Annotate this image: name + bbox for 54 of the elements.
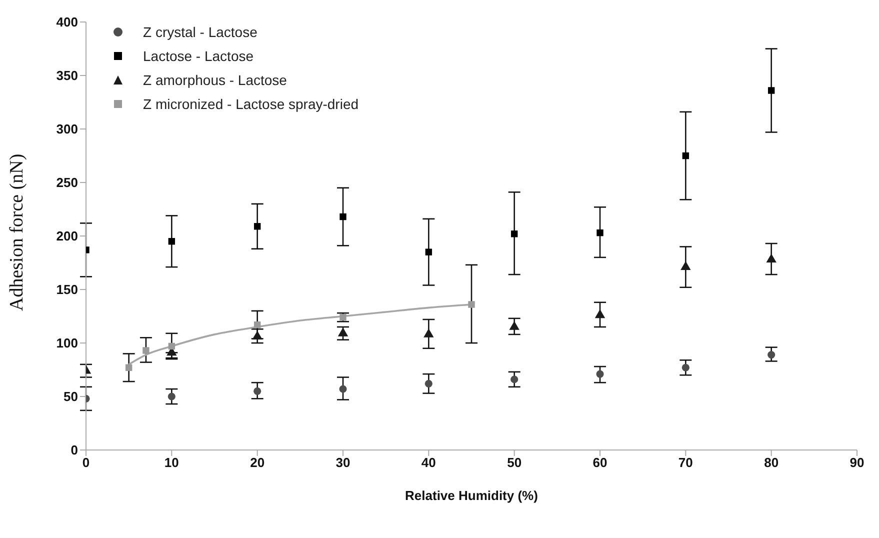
point bbox=[768, 87, 775, 94]
x-tick-label: 40 bbox=[421, 455, 436, 470]
x-tick-label: 60 bbox=[592, 455, 608, 470]
y-tick-label: 350 bbox=[56, 68, 78, 84]
point bbox=[768, 350, 776, 359]
x-tick-label: 10 bbox=[164, 455, 179, 470]
point bbox=[510, 230, 518, 238]
point bbox=[339, 385, 347, 393]
point bbox=[682, 152, 690, 160]
point bbox=[254, 223, 261, 230]
y-tick-label: 0 bbox=[70, 442, 78, 458]
x-tick-label: 50 bbox=[507, 455, 522, 470]
y-tick-label: 250 bbox=[56, 175, 78, 190]
x-tick-label: 0 bbox=[82, 455, 90, 470]
x-tick-label: 90 bbox=[850, 455, 864, 470]
y-tick-label: 400 bbox=[56, 14, 78, 30]
x-tick-label: 70 bbox=[678, 455, 693, 470]
y-tick-label: 50 bbox=[64, 389, 78, 404]
y-tick-label: 200 bbox=[56, 228, 78, 244]
point bbox=[168, 342, 176, 350]
point bbox=[168, 392, 176, 400]
point bbox=[340, 213, 346, 220]
point bbox=[596, 370, 604, 378]
point bbox=[168, 238, 176, 245]
legend-label: Z amorphous - Lactose bbox=[143, 71, 287, 90]
point bbox=[425, 248, 432, 256]
point bbox=[142, 347, 150, 354]
point bbox=[254, 321, 261, 328]
point bbox=[125, 364, 132, 371]
point bbox=[510, 376, 518, 384]
legend-label: Z micronized - Lactose spray-dried bbox=[143, 95, 359, 114]
y-tick-label: 100 bbox=[56, 336, 78, 351]
point bbox=[254, 387, 262, 395]
x-tick-label: 20 bbox=[250, 455, 265, 470]
point bbox=[424, 328, 434, 338]
point bbox=[682, 364, 690, 372]
point bbox=[766, 254, 776, 262]
point bbox=[594, 309, 606, 318]
point bbox=[509, 321, 520, 330]
legend-label: Lactose - Lactose bbox=[143, 47, 254, 66]
point bbox=[340, 314, 346, 321]
x-tick-label: 80 bbox=[764, 455, 779, 470]
point bbox=[424, 380, 432, 388]
point bbox=[680, 261, 691, 270]
y-tick-label: 150 bbox=[56, 282, 78, 298]
point bbox=[338, 327, 348, 336]
x-tick-label: 30 bbox=[336, 455, 350, 470]
y-axis-title: Adhesion force (nN) bbox=[6, 154, 28, 311]
point bbox=[468, 301, 475, 308]
point bbox=[596, 229, 604, 236]
x-axis-title: Relative Humidity (%) bbox=[405, 488, 538, 503]
point bbox=[252, 330, 262, 340]
legend-label: Z crystal - Lactose bbox=[143, 23, 258, 42]
y-tick-label: 300 bbox=[56, 122, 78, 137]
